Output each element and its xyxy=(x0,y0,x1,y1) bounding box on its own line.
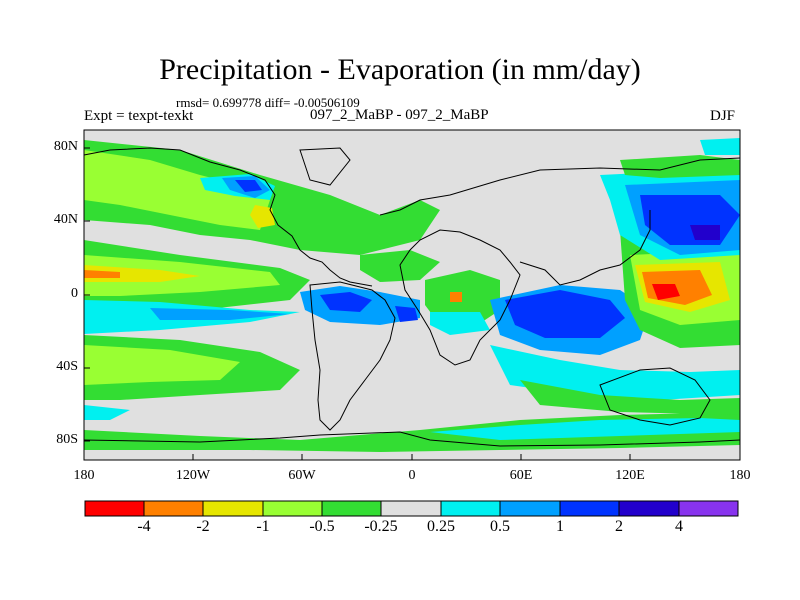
colorbar-box-7 xyxy=(440,500,501,517)
colorbar-box-8 xyxy=(499,500,561,517)
colorbar-label-2: -2 xyxy=(196,518,210,535)
colorbar-label-6: 0.25 xyxy=(427,518,455,535)
colorbar-box-9 xyxy=(559,500,620,517)
contour-yellow-na xyxy=(250,205,275,228)
coast-eurasia xyxy=(379,157,741,216)
colorbar-label-8: 1 xyxy=(556,518,564,535)
colorbar xyxy=(84,500,739,517)
lon-label-180e: 180 xyxy=(729,468,751,483)
lon-label-0: 0 xyxy=(408,468,416,483)
run-label: 097_2_MaBP - 097_2_MaBP xyxy=(310,107,489,123)
contour-green-sio xyxy=(520,380,740,415)
contour-green-npac-e xyxy=(620,155,740,178)
coast-greenland xyxy=(299,147,351,186)
coast-europe-africa xyxy=(399,229,521,366)
contour-cyan-spac xyxy=(84,405,130,420)
contour-darkblue-io xyxy=(505,290,625,338)
colorbar-box-10 xyxy=(618,500,680,517)
colorbar-label-10: 4 xyxy=(675,518,683,535)
colorbar-box-2 xyxy=(143,500,204,517)
contour-lightgreen-spac xyxy=(84,345,240,385)
colorbar-label-7: 0.5 xyxy=(490,518,510,535)
contour-darkblue-amazon xyxy=(320,292,372,312)
season-label: DJF xyxy=(710,108,736,124)
lat-label-40s: 40S xyxy=(56,359,78,374)
colorbar-box-6 xyxy=(380,500,442,517)
lat-label-80n: 80N xyxy=(53,139,78,154)
contour-darkblue-natl xyxy=(235,180,262,192)
lon-label-120e: 120E xyxy=(615,468,645,483)
coast-asia-south xyxy=(519,210,651,286)
contour-cyan-africa xyxy=(430,312,490,335)
coast-north-america xyxy=(83,147,373,287)
lon-label-60w: 60W xyxy=(288,468,316,483)
contour-red-wpac xyxy=(652,284,680,300)
colorbar-box-11 xyxy=(678,500,739,517)
coast-antarctica xyxy=(83,431,741,447)
colorbar-box-3 xyxy=(202,500,264,517)
stats-line: rmsd= 0.699778 diff= -0.00506109 xyxy=(176,95,360,110)
lon-label-180w: 180 xyxy=(73,468,95,483)
contour-lightgreen-npac xyxy=(84,150,270,230)
contour-navy-nwpac xyxy=(690,225,720,240)
contour-blue-epac xyxy=(150,308,290,320)
coast-south-america xyxy=(309,281,396,431)
lat-label-0: 0 xyxy=(71,286,78,301)
colorbar-box-5 xyxy=(321,500,382,517)
lat-label-80s: 80S xyxy=(56,432,78,447)
contour-orange-tropics xyxy=(84,270,120,278)
contour-darkblue-amazon2 xyxy=(395,306,418,322)
colorbar-label-1: -4 xyxy=(137,518,151,535)
lon-label-120w: 120W xyxy=(175,468,211,483)
coastlines xyxy=(83,147,741,447)
map-title: Precipitation - Evaporation (in mm/day) xyxy=(159,53,641,86)
colorbar-label-9: 2 xyxy=(615,518,623,535)
lat-label-40n: 40N xyxy=(53,212,78,227)
colorbar-box-4 xyxy=(262,500,323,517)
colorbar-label-4: -0.5 xyxy=(309,518,335,535)
map-field xyxy=(84,130,740,460)
experiment-label: Expt = texpt-texkt xyxy=(84,108,194,124)
colorbar-label-3: -1 xyxy=(256,518,270,535)
colorbar-box-1 xyxy=(84,500,145,517)
coast-australia xyxy=(599,367,711,426)
axis-ticks xyxy=(83,147,741,460)
contour-cyan-npac-top xyxy=(700,138,740,155)
contour-orange-africa xyxy=(450,292,462,302)
colorbar-label-5: -0.25 xyxy=(364,518,398,535)
lon-label-60e: 60E xyxy=(509,468,533,483)
